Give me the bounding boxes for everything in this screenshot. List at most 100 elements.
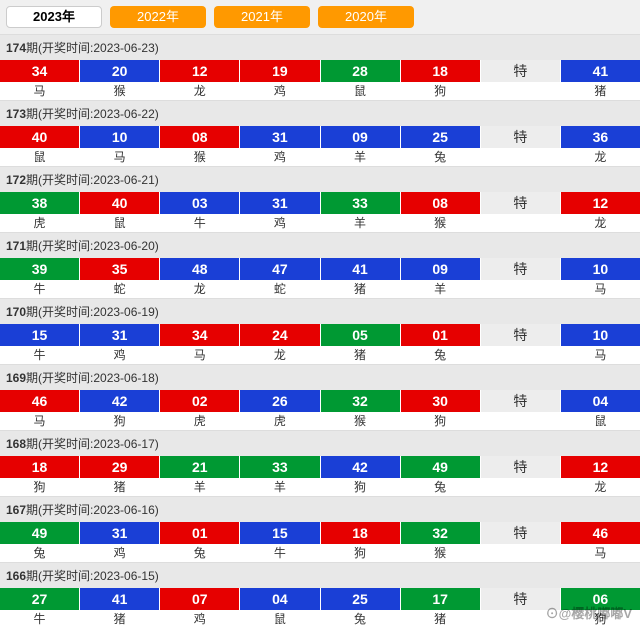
zodiac-cell: 狗	[401, 82, 481, 100]
number-cell: 09	[401, 258, 481, 280]
number-cell: 46	[0, 390, 80, 412]
zodiac-cell: 虎	[0, 214, 80, 232]
zodiac-cell: 牛	[160, 214, 240, 232]
zodiac-cell: 龙	[561, 148, 640, 166]
number-cell: 01	[160, 522, 240, 544]
number-cell: 03	[160, 192, 240, 214]
number-cell: 31	[240, 126, 320, 148]
zodiac-cell: 牛	[0, 280, 80, 298]
zodiac-cell: 鼠	[321, 82, 401, 100]
number-cell: 04	[561, 390, 640, 412]
special-label-cell: 特	[481, 126, 561, 148]
zodiac-cell: 马	[160, 346, 240, 364]
zodiac-cell: 龙	[240, 346, 320, 364]
period-header: 173期(开奖时间:2023-06-22)	[0, 101, 640, 126]
number-cell: 10	[80, 126, 160, 148]
zodiac-cell: 兔	[401, 346, 481, 364]
zodiac-cell: 狗	[0, 478, 80, 496]
number-cell: 21	[160, 456, 240, 478]
zodiac-cell: 马	[0, 82, 80, 100]
zodiac-cell: 猴	[80, 82, 160, 100]
zodiac-cell: 鸡	[160, 610, 240, 628]
zodiac-cell	[481, 610, 561, 628]
year-tab[interactable]: 2021年	[214, 6, 310, 28]
period-header: 174期(开奖时间:2023-06-23)	[0, 35, 640, 60]
number-cell: 41	[561, 60, 640, 82]
number-cell: 32	[321, 390, 401, 412]
zodiac-row: 牛鸡马龙猪兔马	[0, 346, 640, 364]
number-cell: 49	[401, 456, 481, 478]
number-cell: 41	[321, 258, 401, 280]
period-block: 167期(开奖时间:2023-06-16)493101151832特46兔鸡兔牛…	[0, 496, 640, 562]
number-cell: 06	[561, 588, 640, 610]
zodiac-cell: 兔	[0, 544, 80, 562]
zodiac-cell: 鸡	[80, 544, 160, 562]
year-tabs: 2023年 2022年 2021年 2020年	[0, 0, 640, 34]
zodiac-cell: 鸡	[240, 214, 320, 232]
number-cell: 36	[561, 126, 640, 148]
number-cell: 31	[80, 324, 160, 346]
zodiac-cell: 羊	[160, 478, 240, 496]
period-header: 170期(开奖时间:2023-06-19)	[0, 299, 640, 324]
zodiac-cell: 羊	[401, 280, 481, 298]
zodiac-cell: 兔	[160, 544, 240, 562]
zodiac-cell: 牛	[0, 610, 80, 628]
number-cell: 49	[0, 522, 80, 544]
zodiac-cell	[481, 148, 561, 166]
period-header: 172期(开奖时间:2023-06-21)	[0, 167, 640, 192]
zodiac-cell: 猴	[160, 148, 240, 166]
number-cell: 33	[240, 456, 320, 478]
zodiac-cell: 猴	[321, 412, 401, 430]
number-cell: 34	[0, 60, 80, 82]
special-label-cell: 特	[481, 522, 561, 544]
special-label-cell: 特	[481, 588, 561, 610]
number-cell: 41	[80, 588, 160, 610]
zodiac-cell: 龙	[561, 478, 640, 496]
zodiac-cell: 马	[561, 280, 640, 298]
number-cell: 42	[321, 456, 401, 478]
year-tab[interactable]: 2023年	[6, 6, 102, 28]
number-cell: 26	[240, 390, 320, 412]
number-cell: 33	[321, 192, 401, 214]
zodiac-cell: 鼠	[240, 610, 320, 628]
zodiac-cell: 蛇	[80, 280, 160, 298]
number-cell: 35	[80, 258, 160, 280]
period-block: 171期(开奖时间:2023-06-20)393548474109特10牛蛇龙蛇…	[0, 232, 640, 298]
number-cell: 38	[0, 192, 80, 214]
zodiac-cell: 猪	[561, 82, 640, 100]
zodiac-cell: 狗	[401, 412, 481, 430]
zodiac-cell: 鸡	[240, 148, 320, 166]
number-cell: 30	[401, 390, 481, 412]
period-block: 169期(开奖时间:2023-06-18)464202263230特04马狗虎虎…	[0, 364, 640, 430]
number-row: 464202263230特04	[0, 390, 640, 412]
period-block: 170期(开奖时间:2023-06-19)153134240501特10牛鸡马龙…	[0, 298, 640, 364]
special-label-cell: 特	[481, 60, 561, 82]
number-cell: 24	[240, 324, 320, 346]
zodiac-row: 牛猪鸡鼠兔猪狗	[0, 610, 640, 628]
zodiac-row: 马狗虎虎猴狗鼠	[0, 412, 640, 430]
number-cell: 02	[160, 390, 240, 412]
zodiac-cell: 牛	[240, 544, 320, 562]
zodiac-cell: 羊	[321, 214, 401, 232]
periods-container: 174期(开奖时间:2023-06-23)342012192818特41马猴龙鸡…	[0, 34, 640, 628]
zodiac-cell: 狗	[321, 478, 401, 496]
number-cell: 48	[160, 258, 240, 280]
special-label-cell: 特	[481, 390, 561, 412]
zodiac-cell: 猪	[321, 346, 401, 364]
zodiac-cell: 龙	[160, 82, 240, 100]
zodiac-cell: 兔	[321, 610, 401, 628]
year-tab[interactable]: 2020年	[318, 6, 414, 28]
number-cell: 31	[240, 192, 320, 214]
zodiac-cell	[481, 214, 561, 232]
zodiac-row: 虎鼠牛鸡羊猴龙	[0, 214, 640, 232]
special-label-cell: 特	[481, 192, 561, 214]
period-block: 172期(开奖时间:2023-06-21)384003313308特12虎鼠牛鸡…	[0, 166, 640, 232]
year-tab[interactable]: 2022年	[110, 6, 206, 28]
number-cell: 20	[80, 60, 160, 82]
number-row: 384003313308特12	[0, 192, 640, 214]
period-header: 166期(开奖时间:2023-06-15)	[0, 563, 640, 588]
number-cell: 46	[561, 522, 640, 544]
zodiac-cell: 猪	[401, 610, 481, 628]
zodiac-cell	[481, 478, 561, 496]
zodiac-cell: 猪	[321, 280, 401, 298]
